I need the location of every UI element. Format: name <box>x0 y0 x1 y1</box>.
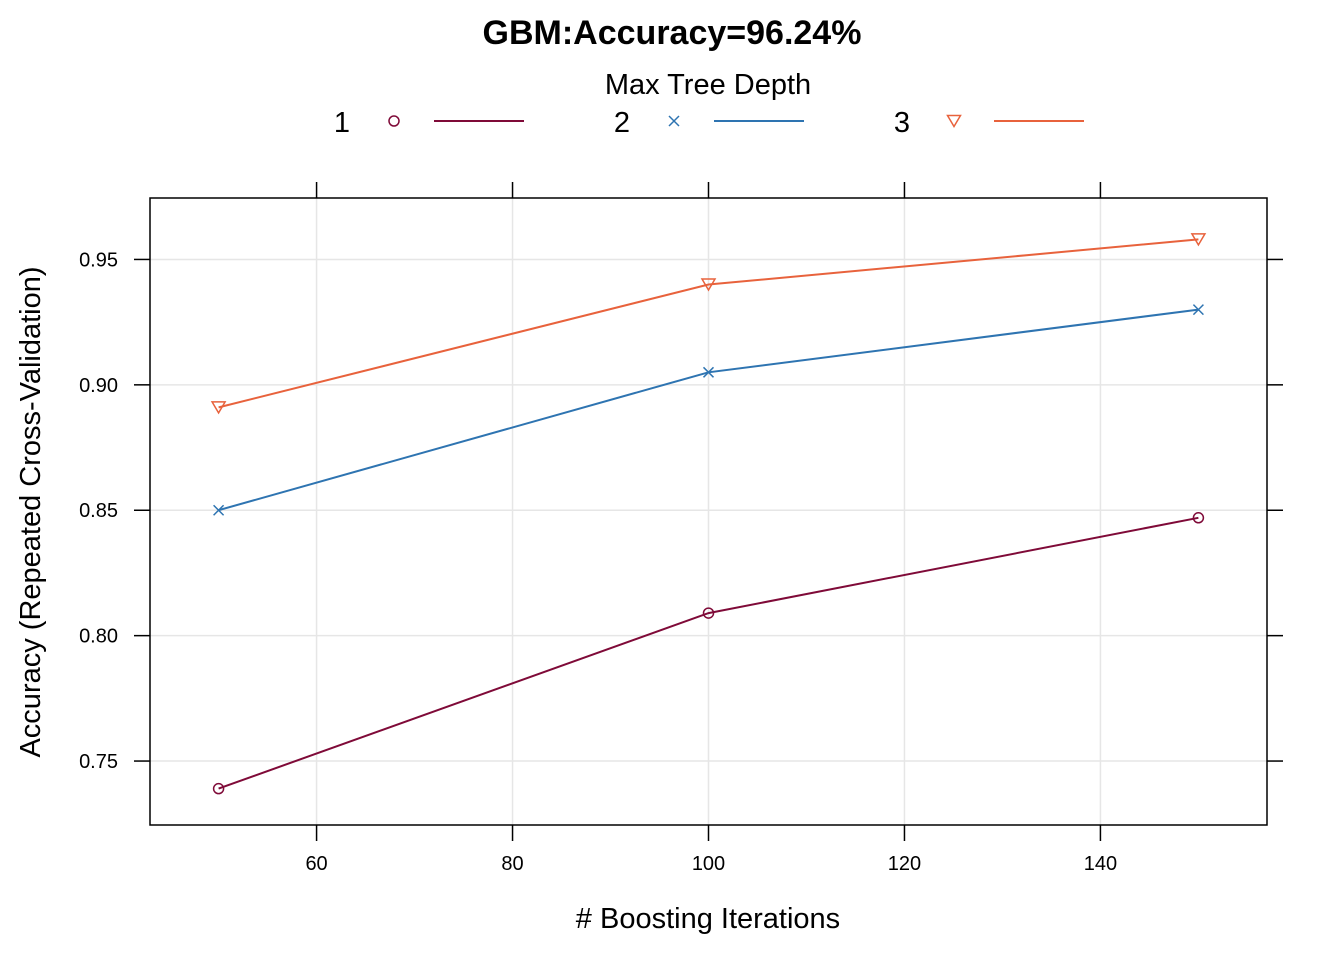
data-point <box>213 504 225 516</box>
y-tick-label: 0.80 <box>79 626 118 648</box>
legend: 1 2 3 <box>334 107 1084 139</box>
legend-item-3: 3 <box>894 107 1084 139</box>
axis-ticks: 60 80 100 120 140 0.75 0.80 0.85 0.90 0.95 <box>79 182 1283 875</box>
series-1 <box>212 512 1205 795</box>
legend-marker <box>388 115 400 127</box>
x-tick-label: 120 <box>888 853 921 875</box>
legend-marker <box>668 115 680 127</box>
data-point <box>212 782 225 795</box>
series-layer <box>210 233 1207 795</box>
data-point <box>210 401 227 415</box>
series-3 <box>210 233 1207 415</box>
data-point <box>702 366 715 378</box>
x-tick-label: 80 <box>501 853 523 875</box>
data-point <box>702 607 715 619</box>
y-tick-label: 0.90 <box>79 375 118 397</box>
x-tick-label: 140 <box>1084 853 1117 875</box>
grid <box>150 198 1267 825</box>
y-axis-label: Accuracy (Repeated Cross-Validation) <box>15 266 47 757</box>
data-point <box>700 278 717 292</box>
legend-label: 2 <box>614 107 630 139</box>
x-tick-label: 100 <box>692 853 725 875</box>
x-tick-label: 60 <box>305 853 327 875</box>
y-tick-label: 0.95 <box>79 249 118 271</box>
legend-item-1: 1 <box>334 107 524 139</box>
series-2 <box>213 304 1204 516</box>
y-tick-label: 0.85 <box>79 500 118 522</box>
legend-title: Max Tree Depth <box>605 69 811 101</box>
chart-title: GBM:Accuracy=96.24% <box>483 14 862 52</box>
legend-label: 3 <box>894 107 910 139</box>
legend-marker <box>946 114 962 128</box>
legend-item-2: 2 <box>614 107 804 139</box>
series-line <box>218 238 1199 409</box>
data-point <box>1190 233 1207 247</box>
series-line <box>218 516 1199 790</box>
data-point <box>1192 304 1204 316</box>
x-axis-label: # Boosting Iterations <box>576 903 840 935</box>
y-tick-label: 0.75 <box>79 751 118 773</box>
data-point <box>1192 512 1205 524</box>
legend-label: 1 <box>334 107 350 139</box>
